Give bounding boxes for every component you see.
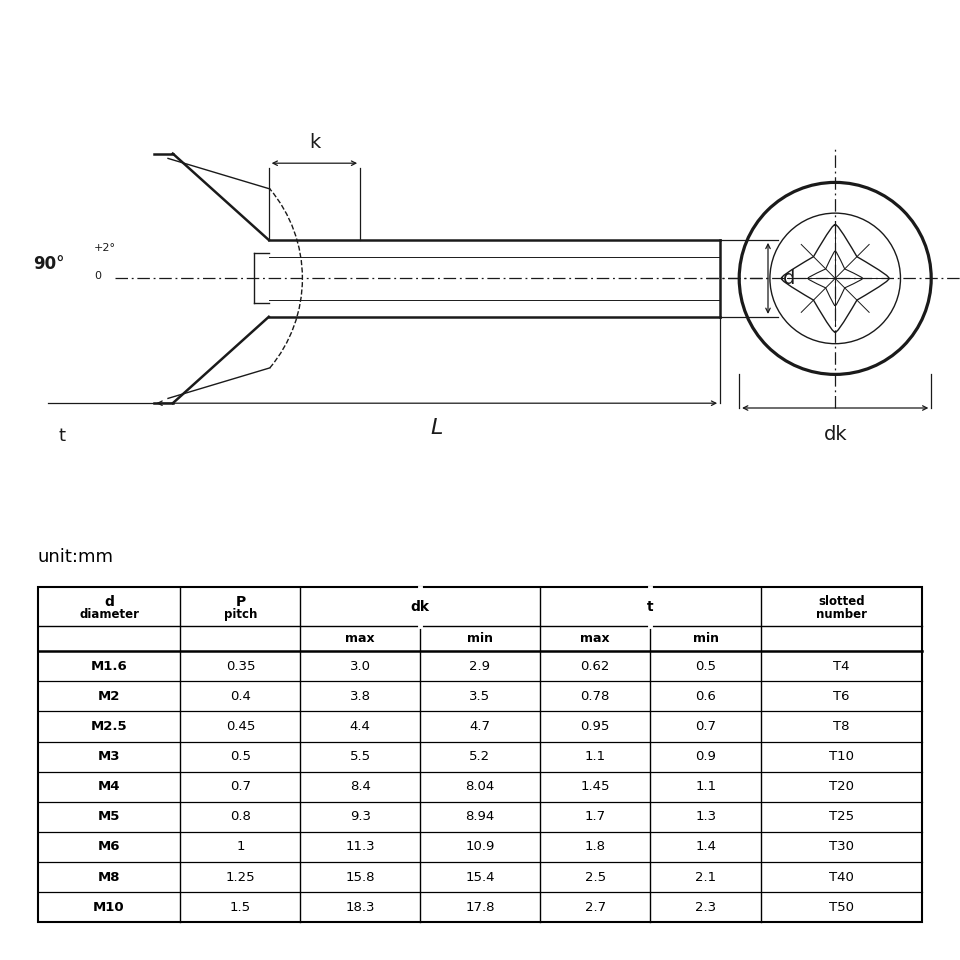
Text: 0.95: 0.95	[581, 720, 610, 732]
Text: +2°: +2°	[94, 243, 116, 252]
Text: 1.3: 1.3	[695, 810, 716, 824]
Text: L: L	[431, 418, 443, 438]
Text: 0.8: 0.8	[230, 810, 251, 824]
Text: max: max	[346, 633, 375, 645]
Text: 15.4: 15.4	[466, 871, 494, 883]
Text: T6: T6	[833, 690, 850, 703]
Text: M3: M3	[98, 750, 120, 763]
Text: M8: M8	[98, 871, 120, 883]
Text: 15.8: 15.8	[346, 871, 375, 883]
Text: 0.45: 0.45	[226, 720, 255, 732]
Text: 1.1: 1.1	[695, 780, 716, 793]
Text: 1.8: 1.8	[585, 841, 606, 853]
Text: P: P	[235, 595, 246, 609]
Text: 0.62: 0.62	[581, 660, 610, 673]
Text: 1.5: 1.5	[229, 900, 251, 914]
Text: 0.5: 0.5	[695, 660, 716, 673]
Text: T40: T40	[829, 871, 854, 883]
Text: 0.9: 0.9	[695, 750, 716, 763]
Text: min: min	[693, 633, 719, 645]
Text: 2.3: 2.3	[695, 900, 716, 914]
Text: 11.3: 11.3	[346, 841, 375, 853]
Text: dk: dk	[824, 425, 847, 444]
Text: M2: M2	[98, 690, 120, 703]
Text: 2.5: 2.5	[585, 871, 606, 883]
Text: 18.3: 18.3	[346, 900, 375, 914]
Text: T10: T10	[829, 750, 854, 763]
Text: M2.5: M2.5	[91, 720, 128, 732]
Text: 0.35: 0.35	[226, 660, 255, 673]
Text: T30: T30	[829, 841, 854, 853]
Text: 5.5: 5.5	[349, 750, 371, 763]
Text: T50: T50	[829, 900, 854, 914]
Text: 2.7: 2.7	[585, 900, 606, 914]
Text: diameter: diameter	[79, 608, 139, 621]
Bar	[37, 588, 923, 923]
Text: 1.7: 1.7	[585, 810, 606, 824]
Text: 1.25: 1.25	[226, 871, 255, 883]
Text: 1: 1	[236, 841, 245, 853]
Text: k: k	[309, 132, 320, 152]
Text: 8.94: 8.94	[466, 810, 494, 824]
Text: 0.7: 0.7	[695, 720, 716, 732]
Text: 4.7: 4.7	[469, 720, 491, 732]
Text: d: d	[782, 269, 795, 288]
Text: min: min	[467, 633, 493, 645]
Text: M6: M6	[98, 841, 120, 853]
Text: t: t	[647, 600, 654, 613]
Text: number: number	[816, 608, 867, 621]
Text: d: d	[104, 595, 114, 609]
Text: 1.1: 1.1	[585, 750, 606, 763]
Text: 4.4: 4.4	[349, 720, 371, 732]
Text: 0.7: 0.7	[229, 780, 251, 793]
Text: max: max	[581, 633, 610, 645]
Text: 2.9: 2.9	[469, 660, 491, 673]
Text: 8.4: 8.4	[349, 780, 371, 793]
Text: 10.9: 10.9	[466, 841, 494, 853]
Text: 0: 0	[94, 272, 101, 281]
Text: M5: M5	[98, 810, 120, 824]
Text: 3.0: 3.0	[349, 660, 371, 673]
Text: unit:mm: unit:mm	[37, 548, 113, 566]
Text: T20: T20	[829, 780, 854, 793]
Text: T8: T8	[833, 720, 850, 732]
Text: 3.5: 3.5	[469, 690, 491, 703]
Text: pitch: pitch	[224, 608, 257, 621]
Text: 1.4: 1.4	[695, 841, 716, 853]
Text: T25: T25	[829, 810, 854, 824]
Text: 0.4: 0.4	[230, 690, 251, 703]
Text: 17.8: 17.8	[466, 900, 494, 914]
Text: dk: dk	[411, 600, 429, 613]
Text: M1.6: M1.6	[90, 660, 128, 673]
Text: 90°: 90°	[34, 255, 65, 273]
Text: 2.1: 2.1	[695, 871, 716, 883]
Text: 9.3: 9.3	[349, 810, 371, 824]
Text: 1.45: 1.45	[581, 780, 610, 793]
Text: 0.6: 0.6	[695, 690, 716, 703]
Text: 5.2: 5.2	[469, 750, 491, 763]
Text: M10: M10	[93, 900, 125, 914]
Text: 8.04: 8.04	[466, 780, 494, 793]
Text: 0.5: 0.5	[229, 750, 251, 763]
Text: slotted: slotted	[819, 595, 865, 609]
Text: 3.8: 3.8	[349, 690, 371, 703]
Text: M4: M4	[98, 780, 120, 793]
Text: t: t	[59, 427, 66, 445]
Text: 0.78: 0.78	[581, 690, 610, 703]
Text: T4: T4	[833, 660, 850, 673]
